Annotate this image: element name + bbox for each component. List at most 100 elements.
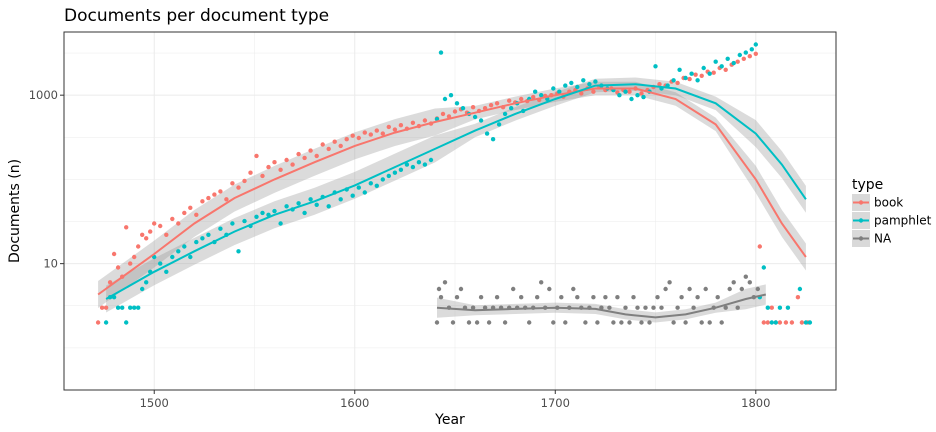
x-tick-label: 1700 (541, 396, 570, 410)
point-pamphlet (144, 280, 149, 285)
point-book (176, 221, 181, 226)
smooth-lines (97, 83, 807, 319)
point-book (284, 157, 289, 163)
point-pamphlet (374, 183, 379, 188)
point-book (687, 76, 692, 82)
point-pamphlet (236, 249, 241, 254)
point-NA (466, 320, 472, 325)
point-pamphlet (653, 64, 658, 69)
point-book (711, 70, 716, 75)
point-pamphlet (533, 89, 538, 94)
point-book (206, 195, 211, 201)
point-book (789, 320, 795, 325)
point-book (158, 223, 163, 229)
point-pamphlet (218, 226, 223, 231)
point-NA (735, 305, 740, 310)
point-book (735, 59, 740, 64)
point-NA (659, 305, 664, 310)
point-pamphlet (719, 64, 724, 69)
point-pamphlet (308, 197, 313, 202)
point-pamphlet (509, 106, 514, 111)
point-book (507, 98, 512, 103)
point-book (761, 320, 766, 325)
point-pamphlet (641, 94, 646, 100)
point-pamphlet (158, 261, 163, 266)
point-book (182, 210, 187, 216)
point-pamphlet (254, 214, 259, 219)
point-pamphlet (278, 221, 283, 226)
plot-border (63, 31, 837, 391)
point-book (107, 280, 113, 285)
point-pamphlet (629, 96, 634, 102)
point-book (111, 251, 117, 257)
point-book (452, 109, 458, 114)
point-pamphlet (623, 89, 628, 94)
point-NA (547, 286, 552, 292)
point-NA (494, 295, 500, 300)
point-pamphlet (551, 86, 556, 91)
point-book (248, 170, 253, 175)
point-book (170, 216, 175, 222)
point-NA (454, 295, 460, 300)
point-pamphlet (737, 52, 742, 58)
point-pamphlet (206, 232, 211, 237)
point-NA (683, 320, 688, 325)
point-book (579, 91, 584, 96)
point-book (757, 244, 762, 249)
point-pamphlet (761, 265, 766, 270)
point-pamphlet (731, 60, 736, 66)
point-NA (563, 320, 568, 325)
smooth-line-book (97, 87, 807, 296)
point-NA (647, 320, 652, 325)
point-pamphlet (701, 65, 706, 71)
x-axis-ticks: 1500 1600 1700 1800 (140, 390, 770, 410)
point-pamphlet (753, 42, 758, 47)
point-book (200, 199, 205, 204)
point-pamphlet (454, 101, 460, 106)
point-book (332, 139, 337, 144)
point-NA (695, 295, 700, 300)
point-NA (591, 295, 596, 300)
point-pamphlet (587, 82, 592, 87)
point-NA (442, 280, 448, 285)
point-book (128, 261, 133, 266)
point-NA (615, 295, 620, 300)
legend-label-book: book (874, 196, 903, 210)
point-pamphlet (338, 197, 343, 202)
point-book (148, 229, 153, 234)
point-pamphlet (120, 305, 125, 310)
point-NA (691, 305, 696, 310)
point-book (95, 320, 101, 325)
point-pamphlet (765, 305, 770, 310)
point-book (344, 137, 349, 142)
point-pamphlet (296, 201, 301, 206)
point-book (338, 143, 343, 149)
point-book (795, 295, 801, 300)
point-pamphlet (260, 210, 265, 216)
point-book (212, 192, 217, 197)
point-NA (502, 320, 508, 325)
point-NA (571, 286, 576, 292)
point-book (657, 82, 662, 87)
point-NA (607, 305, 612, 310)
point-NA (663, 286, 668, 292)
point-NA (551, 320, 556, 325)
point-book (132, 254, 137, 260)
legend-point-pamphlet (858, 218, 864, 223)
point-NA (703, 286, 708, 292)
point-book (236, 185, 241, 190)
point-book (272, 160, 277, 165)
point-book (350, 133, 355, 138)
point-pamphlet (422, 162, 428, 167)
point-pamphlet (416, 160, 422, 165)
legend-label-pamphlet: pamphlet (874, 214, 932, 228)
point-NA (611, 320, 616, 325)
legend: type book pamphlet NA (852, 177, 932, 247)
point-book (675, 80, 680, 86)
point-pamphlet (434, 116, 440, 122)
point-book (410, 120, 416, 126)
point-pamphlet (695, 78, 700, 83)
point-NA (482, 305, 488, 310)
point-pamphlet (176, 249, 181, 254)
